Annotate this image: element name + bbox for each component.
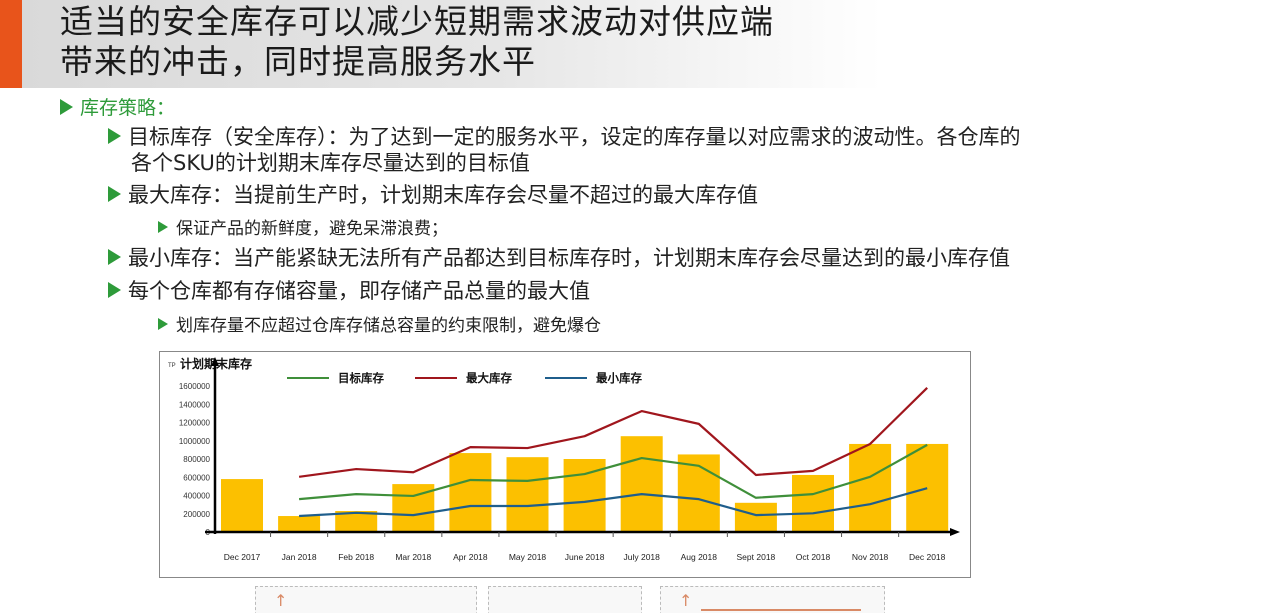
bar [506, 457, 549, 532]
y-axis-arrow-icon [211, 357, 219, 366]
line-series [298, 387, 928, 478]
bullet-max-inventory: 最大库存：当提前生产时，计划期末库存会尽量不超过的最大库存值 [108, 182, 758, 208]
y-tick-label: 400000 [183, 492, 210, 501]
inventory-chart: 0200000400000600000800000100000012000001… [159, 351, 971, 578]
bar [734, 502, 777, 532]
legend-label: 最大库存 [466, 371, 512, 385]
bar [677, 454, 720, 532]
accent-bar [0, 0, 22, 88]
x-tick-label: June 2018 [565, 552, 605, 562]
legend-label: 最小库存 [596, 371, 642, 385]
x-tick-label: Dec 2017 [224, 552, 261, 562]
bar [792, 474, 834, 532]
chart-canvas: 0200000400000600000800000100000012000001… [168, 356, 960, 562]
bar [620, 436, 663, 532]
bullet-triangle-icon [108, 249, 121, 265]
x-tick-label: Apr 2018 [453, 552, 488, 562]
placeholder-panel-2 [488, 586, 642, 613]
x-tick-label: Feb 2018 [338, 552, 374, 562]
up-arrow-icon: ↑ [679, 591, 693, 610]
y-tick-label: 600000 [183, 473, 210, 482]
line-series [299, 443, 928, 501]
x-tick-label: Sept 2018 [737, 552, 776, 562]
y-tick-label: 200000 [183, 510, 210, 519]
title-line-1: 适当的安全库存可以减少短期需求波动对供应端 [60, 2, 774, 41]
sub-bullet-freshness: 保证产品的新鲜度，避免呆滞浪费； [158, 214, 448, 239]
bar [335, 511, 378, 532]
legend-label: 目标库存 [338, 371, 384, 385]
bar [221, 479, 263, 532]
bullet-triangle-icon [158, 221, 168, 233]
bullet-triangle-icon [108, 128, 121, 144]
bar [849, 443, 892, 532]
bullet-triangle-icon [158, 318, 168, 330]
x-tick-label: Oct 2018 [796, 552, 831, 562]
y-tick-label: 800000 [183, 455, 210, 464]
section-heading: 库存策略： [60, 93, 175, 120]
y-tick-label: 1400000 [179, 400, 211, 409]
title-line-2: 带来的冲击，同时提高服务水平 [60, 42, 536, 81]
x-tick-label: Jan 2018 [282, 552, 317, 562]
x-tick-label: July 2018 [624, 552, 661, 562]
y-tick-label: 1000000 [179, 437, 211, 446]
y-tick-label: 1200000 [179, 419, 211, 428]
x-tick-label: Aug 2018 [681, 552, 718, 562]
title-band [22, 0, 882, 88]
bullet-target-inventory: 目标库存（安全库存）：为了达到一定的服务水平，设定的库存量以对应需求的波动性。各… [108, 124, 1021, 150]
bullet-target-inventory-cont: 各个SKU的计划期末库存尽量达到的目标值 [131, 151, 530, 175]
bar [278, 516, 321, 532]
bullet-min-inventory: 最小库存：当产能紧缺无法所有产品都达到目标库存时，计划期末库存会尽量达到的最小库… [108, 245, 1010, 271]
sub-bullet-capacity-limit: 划库存量不应超过仓库存储总容量的约束限制，避免爆仓 [158, 311, 601, 336]
up-arrow-icon: ↑ [274, 591, 288, 610]
x-tick-label: May 2018 [509, 552, 547, 562]
y-tick-label: 1600000 [179, 382, 211, 391]
bullet-triangle-icon [108, 186, 121, 202]
bullet-triangle-icon [60, 98, 73, 115]
placeholder-panel-1: ↑ [255, 586, 477, 613]
x-tick-label: Dec 2018 [909, 552, 946, 562]
mini-chart-line [701, 609, 861, 611]
bullet-warehouse-capacity: 每个仓库都有存储容量，即存储产品总量的最大值 [108, 278, 590, 304]
x-axis-arrow-icon [950, 528, 960, 536]
placeholder-panel-3: ↑ [660, 586, 885, 613]
line-series [299, 487, 928, 518]
bar [449, 453, 492, 532]
x-tick-label: Mar 2018 [395, 552, 431, 562]
bullet-triangle-icon [108, 282, 121, 298]
unit-label: TP [168, 363, 176, 369]
bar [906, 443, 949, 532]
x-tick-label: Nov 2018 [852, 552, 889, 562]
slide-title: 适当的安全库存可以减少短期需求波动对供应端 带来的冲击，同时提高服务水平 [60, 2, 774, 82]
